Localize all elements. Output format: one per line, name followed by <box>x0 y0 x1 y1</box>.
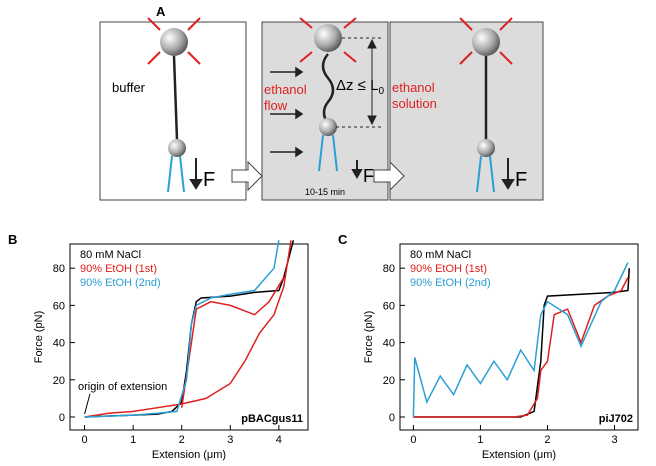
bead <box>168 139 186 157</box>
y-tick-label: 40 <box>383 338 395 350</box>
arrow <box>231 160 263 192</box>
y-tick-label: 20 <box>383 375 395 387</box>
label-solution: solution <box>392 96 437 111</box>
panel-a: A <box>99 4 544 201</box>
force-label: F <box>203 169 215 191</box>
delta-sub: 0 <box>378 86 384 97</box>
rays <box>147 17 513 65</box>
annotation-arrow <box>84 393 91 415</box>
y-tick-label: 0 <box>59 412 65 424</box>
y-tick-label: 80 <box>53 263 65 275</box>
chart-label: piJ702 <box>599 413 633 425</box>
bead <box>472 28 500 56</box>
y-axis-label: Force (pN) <box>363 311 375 364</box>
delta-marks <box>336 37 384 128</box>
bead <box>477 139 495 157</box>
legend-entry: 80 mM NaCl <box>410 249 471 261</box>
y-tick-label: 60 <box>53 300 65 312</box>
plot-frame <box>399 243 639 431</box>
panel-label: A <box>156 4 166 19</box>
panel-label: B <box>8 232 17 247</box>
bead <box>160 28 188 56</box>
x-tick-label: 0 <box>410 434 416 446</box>
force-label: F <box>363 166 374 186</box>
x-tick-label: 1 <box>130 434 136 446</box>
x-tick-label: 2 <box>179 434 185 446</box>
y-axis-label: Force (pN) <box>33 311 45 364</box>
arrow <box>373 160 405 192</box>
dna <box>321 53 335 125</box>
antibodies <box>167 134 495 193</box>
flow-arrows <box>270 66 304 158</box>
x-tick-label: 3 <box>611 434 617 446</box>
legend-entry: 90% EtOH (1st) <box>410 263 487 275</box>
y-tick-label: 0 <box>389 412 395 424</box>
legend-entry: 80 mM NaCl <box>80 249 141 261</box>
bead <box>314 24 342 52</box>
bead <box>319 118 337 136</box>
panel-label: C <box>338 232 348 247</box>
force-label: F <box>515 169 527 191</box>
legend-entry: 90% EtOH (2nd) <box>80 277 161 289</box>
x-axis-label: Extension (μm) <box>482 449 556 461</box>
x-axis-label: Extension (μm) <box>152 449 226 461</box>
delta-text: Δz ≤ L <box>336 77 378 94</box>
chart-label: pBACgus11 <box>241 413 303 425</box>
series-line <box>413 277 629 418</box>
y-tick-label: 60 <box>383 300 395 312</box>
x-tick-label: 2 <box>544 434 550 446</box>
x-tick-label: 1 <box>477 434 483 446</box>
y-tick-label: 20 <box>53 375 65 387</box>
x-tick-label: 0 <box>82 434 88 446</box>
plot-frame <box>69 243 309 431</box>
label-flow: flow <box>264 98 288 113</box>
label-buffer: buffer <box>112 80 146 95</box>
box-solution <box>389 21 544 201</box>
legend-entry: 90% EtOH (2nd) <box>410 277 491 289</box>
delta-label: Δz ≤ L0 <box>336 77 384 97</box>
series-line <box>84 240 292 418</box>
label-flow: ethanol <box>264 82 307 97</box>
time-label: 10-15 min <box>305 187 345 197</box>
dna <box>172 55 179 141</box>
force-arrows <box>189 158 515 190</box>
legend-entry: 90% EtOH (1st) <box>80 263 157 275</box>
y-tick-label: 40 <box>53 338 65 350</box>
y-tick-label: 80 <box>383 263 395 275</box>
series-line <box>84 240 280 418</box>
label-solution: ethanol <box>392 80 435 95</box>
x-tick-label: 3 <box>227 434 233 446</box>
series-line <box>413 268 631 418</box>
x-tick-label: 4 <box>276 434 282 446</box>
annotation: origin of extension <box>78 381 167 393</box>
series-line <box>412 262 629 417</box>
